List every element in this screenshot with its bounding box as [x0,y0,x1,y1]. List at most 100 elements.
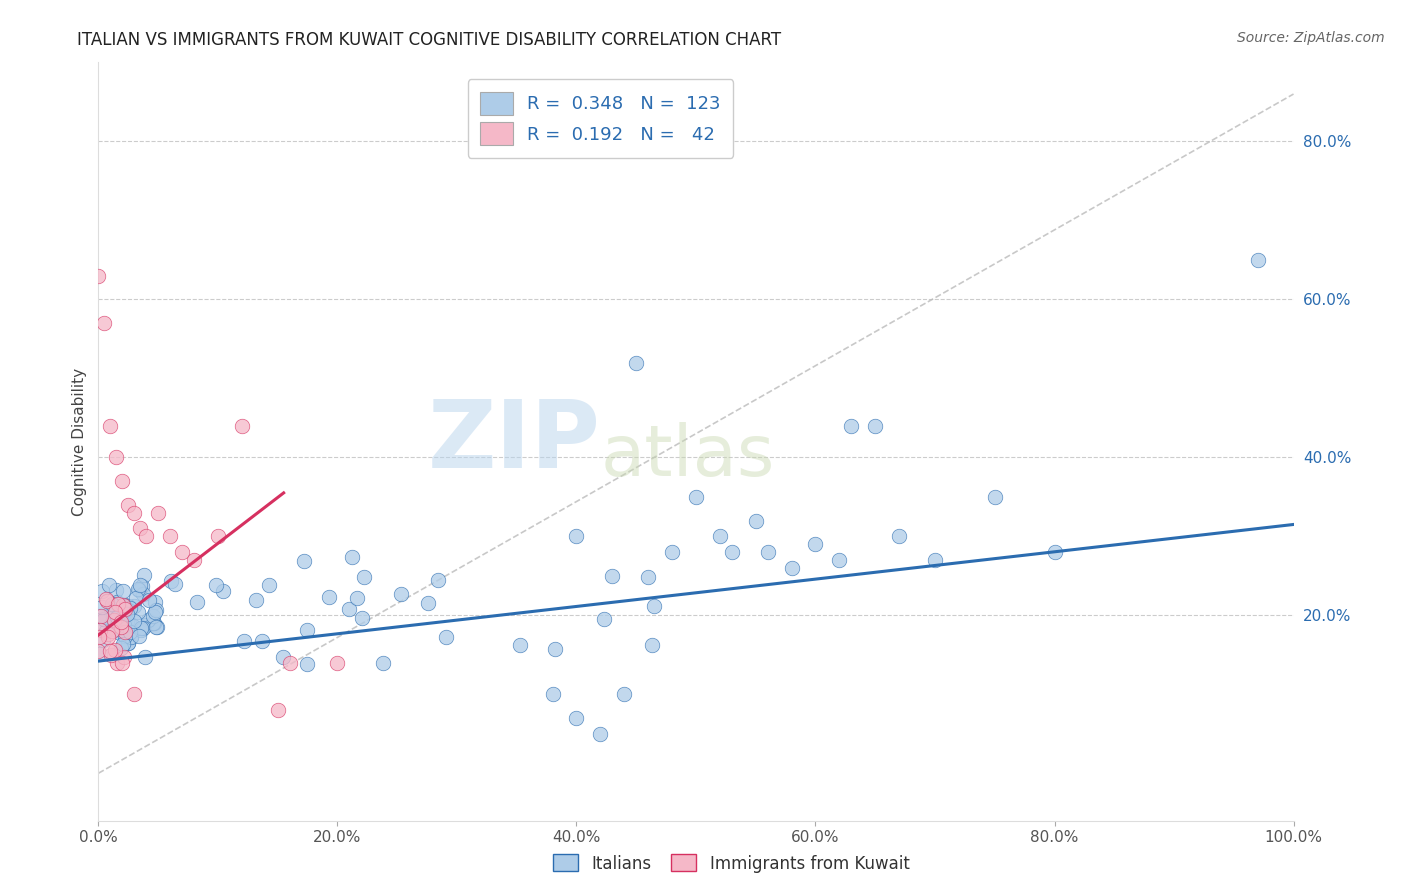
Point [924,553,946,567]
Point [118,601,141,615]
Point [841,418,863,433]
Point [142,609,165,624]
Point [110,612,132,626]
Point [756,545,779,559]
Point [233,634,256,648]
Point [112,650,135,665]
Point [101,604,124,618]
Point [602,569,624,583]
Point [889,529,911,543]
Point [131,624,153,638]
Point [91,632,114,647]
Point [143,615,166,630]
Point [118,625,141,640]
Point [780,561,803,575]
Point [592,612,614,626]
Point [90,609,112,624]
Point [87,608,110,623]
Point [346,591,368,605]
Point [89,630,111,644]
Point [101,597,124,611]
Point [172,545,194,559]
Point [641,638,664,652]
Point [125,591,148,606]
Point [183,553,205,567]
Point [1043,545,1066,559]
Point [110,620,132,634]
Point [98,418,122,433]
Point [138,593,160,607]
Point [115,607,138,621]
Point [115,614,138,628]
Point [340,549,363,564]
Point [143,594,166,608]
Point [134,649,156,664]
Point [318,590,340,604]
Point [112,598,135,612]
Point [134,567,156,582]
Point [105,450,128,465]
Point [541,687,564,701]
Point [131,621,153,635]
Point [115,602,138,616]
Point [186,595,208,609]
Point [90,599,112,614]
Point [124,599,146,614]
Point [96,624,118,638]
Point [245,593,267,607]
Point [103,618,125,632]
Point [91,583,114,598]
Point [97,626,120,640]
Point [613,687,636,701]
Point [114,624,136,639]
Point [142,616,165,631]
Point [117,498,139,512]
Point [87,644,110,658]
Point [292,554,315,568]
Point [110,610,132,624]
Legend: R =  0.348   N =  123, R =  0.192   N =   42: R = 0.348 N = 123, R = 0.192 N = 42 [468,79,733,158]
Point [267,703,290,717]
Point [132,587,155,601]
Point [685,490,707,504]
Point [93,612,115,626]
Point [427,573,450,587]
Point [112,618,135,632]
Point [110,615,132,630]
Point [105,656,128,670]
Point [129,578,152,592]
Text: atlas: atlas [600,422,775,491]
Legend: Italians, Immigrants from Kuwait: Italians, Immigrants from Kuwait [546,847,917,880]
Point [804,537,827,551]
Point [111,656,134,670]
Point [148,506,170,520]
Point [107,597,129,611]
Point [114,614,136,628]
Point [637,570,659,584]
Point [114,598,136,612]
Point [337,602,360,616]
Point [416,596,439,610]
Point [661,545,683,559]
Point [118,618,141,632]
Point [865,418,887,433]
Point [721,545,744,559]
Point [104,643,127,657]
Point [98,644,122,658]
Point [138,613,160,627]
Point [204,578,226,592]
Point [104,622,127,636]
Point [326,656,349,670]
Point [96,594,118,608]
Point [565,529,588,543]
Point [91,619,114,633]
Point [207,529,229,543]
Point [100,606,122,620]
Point [145,620,167,634]
Point [257,578,280,592]
Point [128,629,150,643]
Point [434,630,457,644]
Point [589,727,612,741]
Point [131,579,153,593]
Point [101,624,124,638]
